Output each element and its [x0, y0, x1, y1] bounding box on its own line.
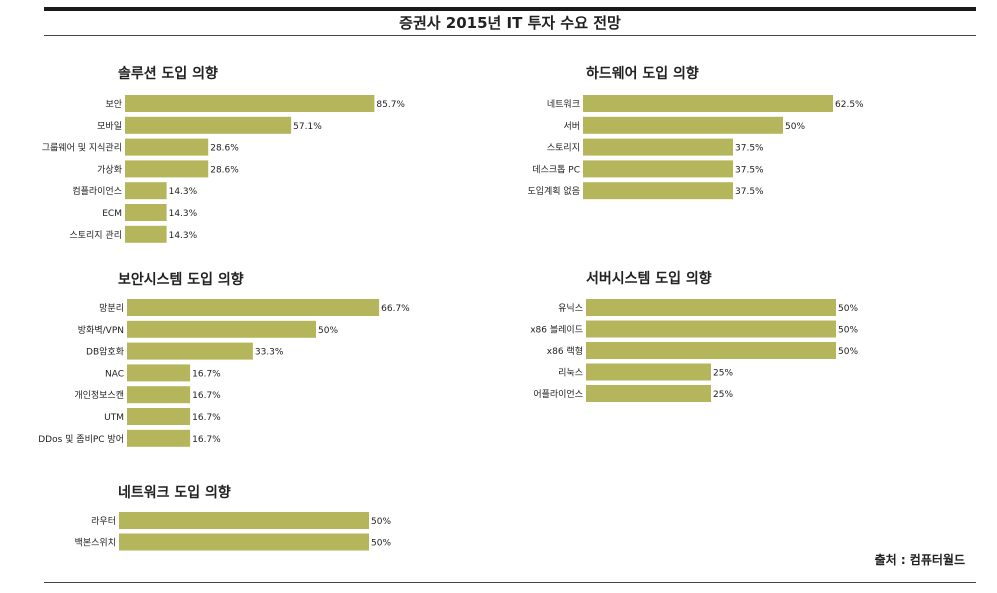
category-label: 모바일 — [97, 121, 122, 132]
bar — [125, 116, 292, 134]
title-underline — [44, 35, 976, 36]
value-label: 16.7% — [192, 413, 221, 423]
page-title: 증권사 2015년 IT 투자 수요 전망 — [399, 14, 621, 32]
top-rule — [44, 7, 976, 11]
bar — [125, 138, 209, 156]
bar — [127, 299, 380, 316]
category-label: x86 랙형 — [547, 346, 583, 357]
value-label: 50% — [318, 326, 338, 336]
bar — [127, 342, 253, 360]
value-label: 14.3% — [169, 209, 198, 219]
value-label: 57.1% — [293, 122, 322, 132]
value-label: 37.5% — [735, 187, 764, 197]
value-label: 16.7% — [192, 391, 221, 401]
category-label: 보안 — [105, 99, 122, 110]
value-label: 25% — [713, 369, 733, 379]
value-label: 33.3% — [255, 348, 284, 358]
value-label: 37.5% — [735, 165, 764, 175]
value-label: 85.7% — [376, 100, 405, 110]
category-label: x86 블레이드 — [530, 325, 583, 336]
category-label: 스토리지 관리 — [69, 230, 122, 241]
bar — [583, 138, 733, 156]
value-label: 14.3% — [169, 231, 198, 241]
bar — [119, 533, 369, 551]
category-label: 도입계획 없음 — [527, 185, 580, 197]
category-label: 네트워크 — [547, 99, 580, 110]
category-label: 데스크톱 PC — [532, 164, 580, 175]
bar — [583, 116, 783, 134]
bottom-rule — [44, 582, 976, 583]
bar — [586, 385, 711, 402]
source-note: 출처 : 컴퓨터월드 — [874, 553, 965, 567]
bar — [125, 95, 375, 112]
category-label: 리눅스 — [558, 368, 583, 379]
value-label: 28.6% — [210, 144, 239, 154]
category-label: 유닉스 — [558, 303, 583, 314]
category-label: UTM — [104, 413, 124, 423]
bar — [119, 512, 369, 529]
value-label: 50% — [838, 304, 858, 314]
value-label: 28.6% — [210, 165, 239, 175]
category-label: 가상화 — [97, 164, 122, 175]
value-label: 50% — [371, 539, 391, 549]
category-label: 컴플라이언스 — [72, 185, 122, 197]
bar — [125, 160, 209, 178]
bar — [586, 320, 836, 338]
category-label: DDos 및 좀비PC 방어 — [38, 433, 124, 445]
category-label: 서버 — [563, 121, 580, 132]
category-label: 어플라이언스 — [533, 388, 583, 400]
category-label: 그룹웨어 및 지식관리 — [42, 142, 122, 154]
value-label: 50% — [785, 122, 805, 132]
bar — [125, 204, 167, 221]
category-label: 개인정보스캔 — [74, 390, 124, 401]
category-label: 백본스위치 — [75, 537, 116, 549]
bar — [586, 299, 836, 316]
chart-title: 하드웨어 도입 의향 — [586, 65, 699, 82]
value-label: 50% — [371, 517, 391, 527]
category-label: 망분리 — [99, 303, 124, 314]
bar — [127, 386, 191, 404]
category-label: NAC — [105, 369, 124, 379]
category-label: ECM — [102, 209, 122, 219]
value-label: 66.7% — [381, 304, 410, 314]
bar — [127, 429, 191, 447]
value-label: 62.5% — [835, 100, 864, 110]
value-label: 50% — [838, 347, 858, 357]
bar — [127, 364, 191, 382]
bar — [125, 182, 167, 200]
category-label: 방화벽/VPN — [78, 325, 124, 336]
bar — [127, 408, 191, 425]
category-label: DB암호화 — [86, 346, 124, 358]
category-label: 스토리지 — [547, 143, 580, 154]
category-label: 라우터 — [91, 516, 116, 527]
bar — [586, 342, 836, 359]
value-label: 25% — [713, 390, 733, 400]
bar — [586, 363, 711, 381]
chart-title: 솔루션 도입 의향 — [118, 65, 218, 82]
value-label: 16.7% — [192, 435, 221, 445]
value-label: 50% — [838, 326, 858, 336]
bar — [583, 182, 733, 200]
chart-title: 보안시스템 도입 의향 — [118, 271, 244, 288]
bar — [583, 95, 833, 112]
bar — [125, 225, 167, 243]
value-label: 16.7% — [192, 369, 221, 379]
bar — [127, 320, 316, 338]
value-label: 37.5% — [735, 144, 764, 154]
chart-title: 네트워크 도입 의향 — [118, 484, 231, 501]
chart-title: 서버시스템 도입 의향 — [586, 270, 712, 287]
value-label: 14.3% — [169, 187, 198, 197]
bar — [583, 160, 733, 178]
